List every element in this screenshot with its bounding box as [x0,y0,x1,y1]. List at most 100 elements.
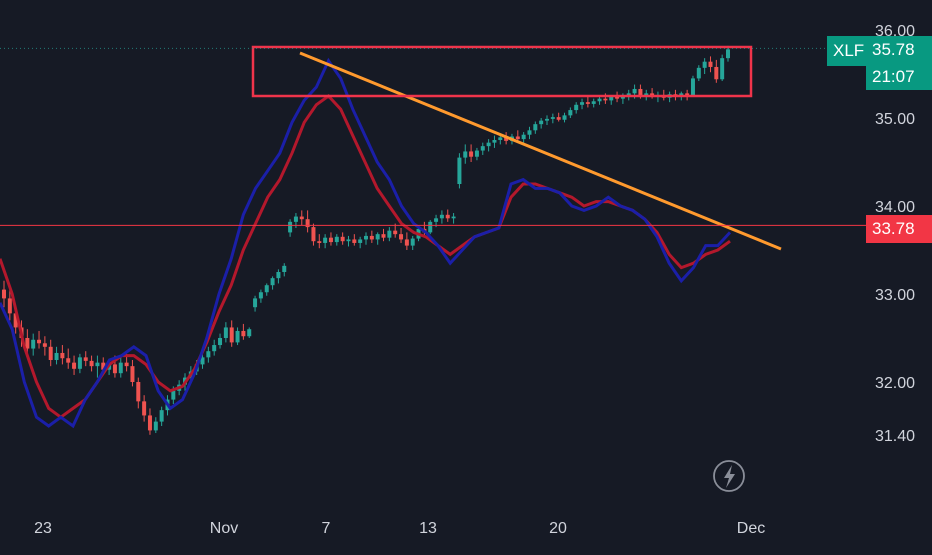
candle [288,219,293,237]
time-tick-label: 20 [549,520,567,537]
candle [562,112,567,123]
trendline[interactable] [299,51,782,251]
candle [340,232,345,245]
candle [264,283,269,296]
candle [334,234,339,246]
candle [37,330,42,349]
candle [282,263,287,277]
candle [480,142,485,155]
candle [346,235,351,247]
candle [136,377,141,409]
candle [364,232,368,245]
candle [147,408,152,435]
candle [527,126,532,140]
candle [206,346,211,363]
time-tick-label: 23 [34,520,52,537]
candle [72,355,77,375]
candle [702,58,707,74]
candle [328,232,333,246]
candle [235,327,240,346]
candle [317,234,322,249]
candle [276,269,281,284]
candle [445,209,450,222]
candle [159,406,164,426]
candle [77,353,82,374]
candle [83,351,88,367]
price-tick-label: 35.00 [875,111,915,128]
candle [690,75,695,97]
resistance-box[interactable] [251,45,753,98]
candle [299,210,304,226]
candle [568,107,573,118]
candle [153,417,158,434]
candle [474,147,479,161]
candle [89,355,94,372]
candle [463,144,468,164]
candle [469,144,474,162]
candle [708,56,713,73]
candle [200,353,205,369]
candle [241,323,246,340]
candle [54,346,59,365]
lightning-bolt-icon[interactable] [713,460,745,492]
candle [212,339,217,356]
candle [410,235,415,250]
candle [95,355,100,378]
candle [545,115,549,126]
price-tick-label: 34.00 [875,199,915,216]
candle [229,320,234,347]
time-tick-label: 13 [419,520,437,537]
horizontal-level-tag: 33.78 [866,215,932,243]
candle [451,213,456,224]
time-tick-label: Nov [210,520,238,537]
candle [428,220,433,235]
candle [253,295,258,312]
candle [130,360,135,387]
symbol-tag: XLF [827,36,871,66]
candle [696,65,701,82]
candle [591,98,596,108]
price-tick-label: 33.00 [875,287,915,304]
candle [550,113,555,124]
candle [387,227,392,242]
candle [539,118,544,129]
candle [533,121,538,134]
candle [118,357,123,378]
candle [393,223,398,238]
candle [720,54,725,82]
candle [492,135,497,148]
candle [42,336,47,356]
candle [381,228,386,242]
ma-fast-line [0,57,732,429]
candle [60,345,65,365]
candle [7,289,12,321]
time-axis: 23 Nov 7 13 20 Dec [34,520,765,537]
candle [369,230,374,243]
candle [258,289,263,303]
candle [486,139,491,152]
candle [399,228,404,243]
candle [439,210,444,224]
candle [223,322,228,343]
candle [585,96,590,108]
candle [48,339,53,367]
candle [714,59,719,83]
candle [142,395,147,422]
candle [352,234,357,246]
time-tick-label: 7 [322,520,331,537]
candle [218,333,223,349]
candle [305,210,310,233]
candle [574,102,579,114]
moving-averages-layer [0,57,732,429]
price-tick-label: 31.40 [875,428,915,445]
candles-layer [2,45,730,435]
candle [521,132,526,143]
candle [375,232,380,245]
last-price-tag: 35.78 [866,36,932,64]
candle [580,98,585,110]
candle [2,280,6,308]
candle [311,223,316,246]
time-tick-label: Dec [737,520,765,537]
